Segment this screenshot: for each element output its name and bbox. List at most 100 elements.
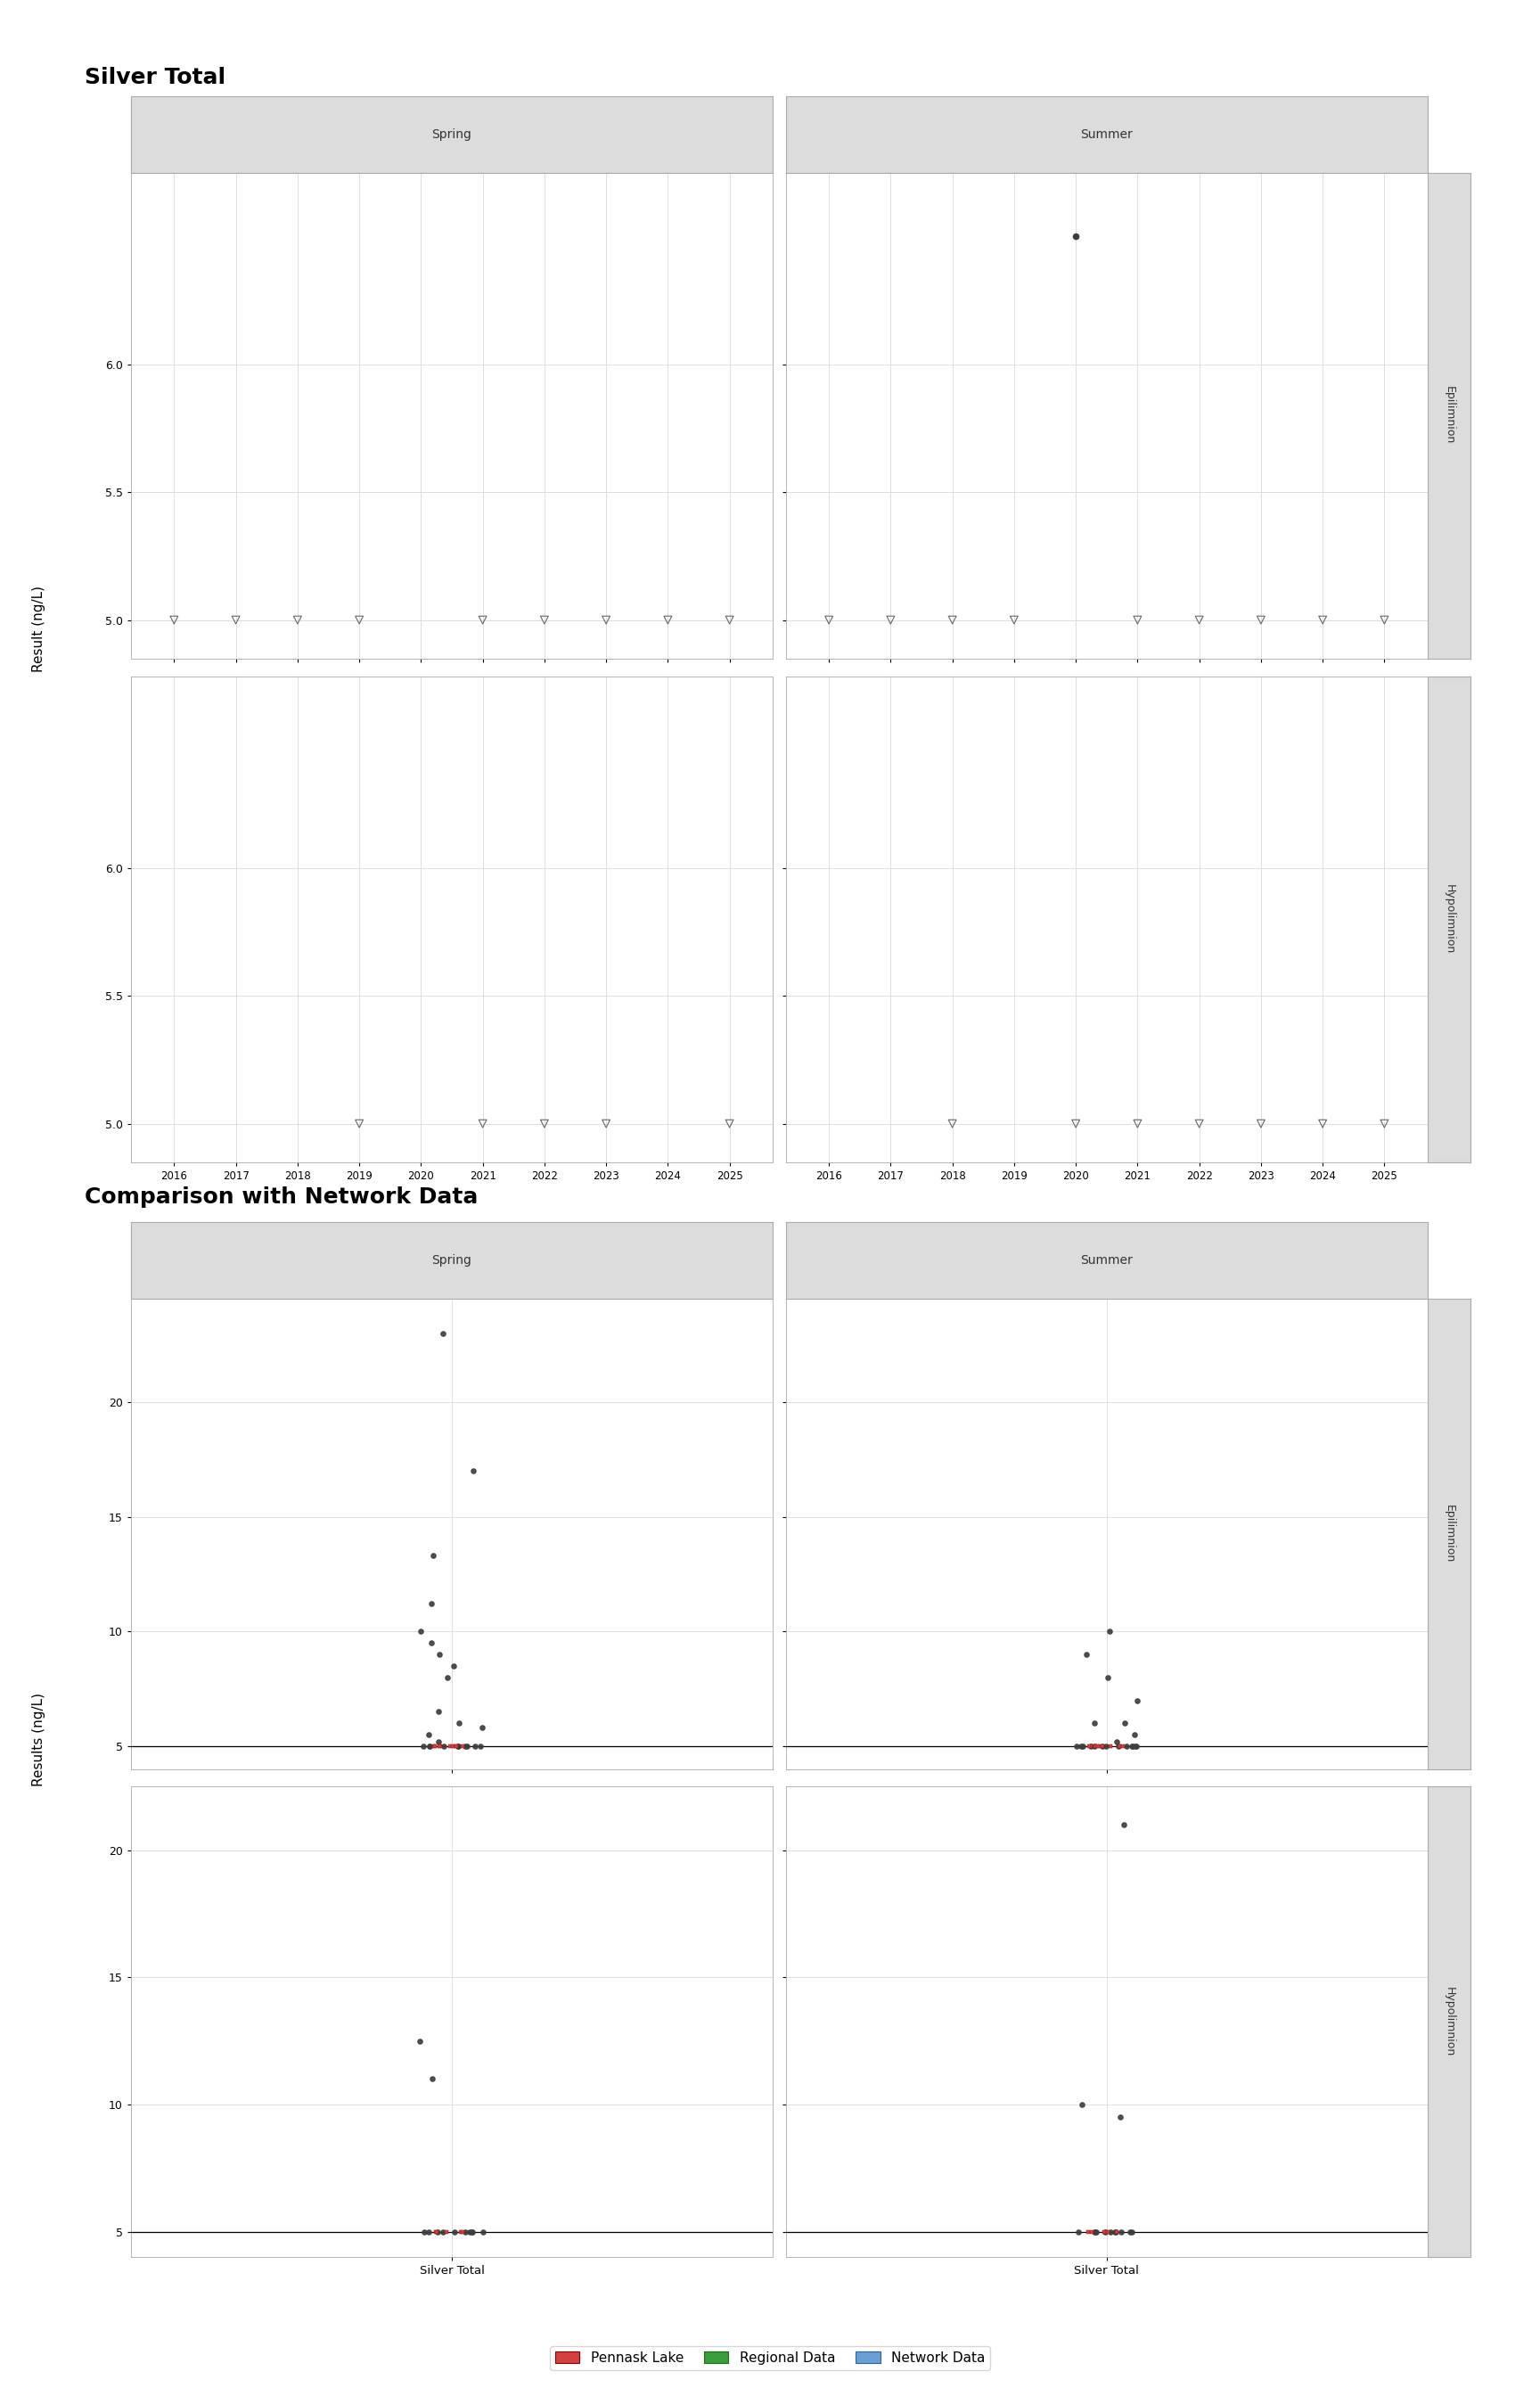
Point — [424, 1728, 448, 1766]
Point — [1187, 1105, 1212, 1143]
Point — [437, 1728, 462, 1766]
Point — [1249, 601, 1274, 640]
Point — [425, 2212, 450, 2250]
Point — [285, 601, 310, 640]
Point — [416, 2212, 440, 2250]
Point — [1103, 2212, 1127, 2250]
Point — [468, 1728, 493, 1766]
Point — [424, 2212, 448, 2250]
Point — [1107, 1728, 1132, 1766]
Point — [1080, 1728, 1104, 1766]
Point — [1070, 1728, 1095, 1766]
Point — [1120, 1728, 1144, 1766]
Point — [1064, 218, 1089, 256]
Text: Spring: Spring — [431, 1253, 471, 1267]
Point — [1069, 1728, 1093, 1766]
Point — [1093, 1728, 1118, 1766]
Point — [1372, 1105, 1397, 1143]
Point — [1070, 2085, 1095, 2123]
Point — [1076, 2212, 1101, 2250]
Point — [1123, 1716, 1147, 1754]
Point — [459, 2212, 484, 2250]
Point — [434, 2212, 459, 2250]
Text: Epilimnion: Epilimnion — [1443, 1505, 1455, 1562]
Point — [428, 1728, 453, 1766]
Point — [1107, 2099, 1132, 2137]
Text: Silver Total: Silver Total — [85, 67, 226, 89]
Point — [419, 1584, 444, 1622]
Point — [656, 601, 681, 640]
Point — [1104, 2212, 1129, 2250]
Point — [533, 1105, 557, 1143]
Point — [422, 1728, 447, 1766]
Point — [1080, 2212, 1104, 2250]
Point — [1109, 2212, 1133, 2250]
Point — [594, 601, 619, 640]
Point — [436, 1658, 460, 1696]
Point — [1098, 1613, 1123, 1651]
Point — [1078, 1728, 1103, 1766]
Point — [1092, 2212, 1117, 2250]
Point — [408, 2022, 433, 2061]
Point — [346, 1105, 371, 1143]
Point — [425, 2212, 450, 2250]
Point — [1086, 1728, 1110, 1766]
Point — [1121, 1728, 1146, 1766]
Point — [1103, 2212, 1127, 2250]
Point — [453, 2212, 477, 2250]
Point — [431, 1728, 456, 1766]
Text: Comparison with Network Data: Comparison with Network Data — [85, 1186, 477, 1208]
Point — [1124, 1728, 1149, 1766]
Point — [1098, 1728, 1123, 1766]
Point — [453, 1728, 477, 1766]
Point — [1098, 2212, 1123, 2250]
Text: Hypolimnion: Hypolimnion — [1443, 884, 1455, 954]
Point — [417, 1728, 442, 1766]
Point — [1249, 1105, 1274, 1143]
Point — [1311, 601, 1335, 640]
Point — [1110, 1728, 1135, 1766]
Point — [427, 1728, 451, 1766]
Point — [460, 2212, 485, 2250]
Point — [470, 1105, 494, 1143]
Point — [408, 1613, 433, 1651]
Point — [1073, 1634, 1098, 1672]
Point — [1104, 1723, 1129, 1761]
Point — [1092, 2212, 1117, 2250]
Point — [1106, 1728, 1130, 1766]
Point — [1120, 2212, 1144, 2250]
Point — [1066, 2212, 1090, 2250]
Point — [427, 1692, 451, 1730]
Point — [1083, 1728, 1107, 1766]
Point — [440, 1646, 465, 1684]
Point — [346, 601, 371, 640]
Point — [1076, 1728, 1101, 1766]
Point — [450, 2212, 474, 2250]
Point — [470, 1708, 494, 1747]
Point — [416, 1716, 440, 1754]
Point — [457, 2212, 482, 2250]
Point — [430, 2212, 454, 2250]
Point — [447, 1728, 471, 1766]
Point — [1126, 601, 1150, 640]
Point — [533, 601, 557, 640]
Point — [464, 1728, 488, 1766]
Point — [427, 1723, 451, 1761]
Point — [420, 2061, 445, 2099]
Point — [878, 601, 902, 640]
Point — [1001, 601, 1026, 640]
Text: Hypolimnion: Hypolimnion — [1443, 1986, 1455, 2056]
Text: Summer: Summer — [1081, 1253, 1133, 1267]
Point — [1093, 2212, 1118, 2250]
Point — [413, 2212, 437, 2250]
Point — [442, 2212, 467, 2250]
Point — [1112, 1704, 1137, 1742]
Point — [427, 1634, 451, 1672]
Point — [1064, 1105, 1089, 1143]
Point — [1081, 1728, 1106, 1766]
Point — [1311, 1105, 1335, 1143]
Point — [1083, 1704, 1107, 1742]
Point — [1095, 1658, 1120, 1696]
Point — [1110, 1807, 1135, 1845]
Point — [1124, 1682, 1149, 1720]
